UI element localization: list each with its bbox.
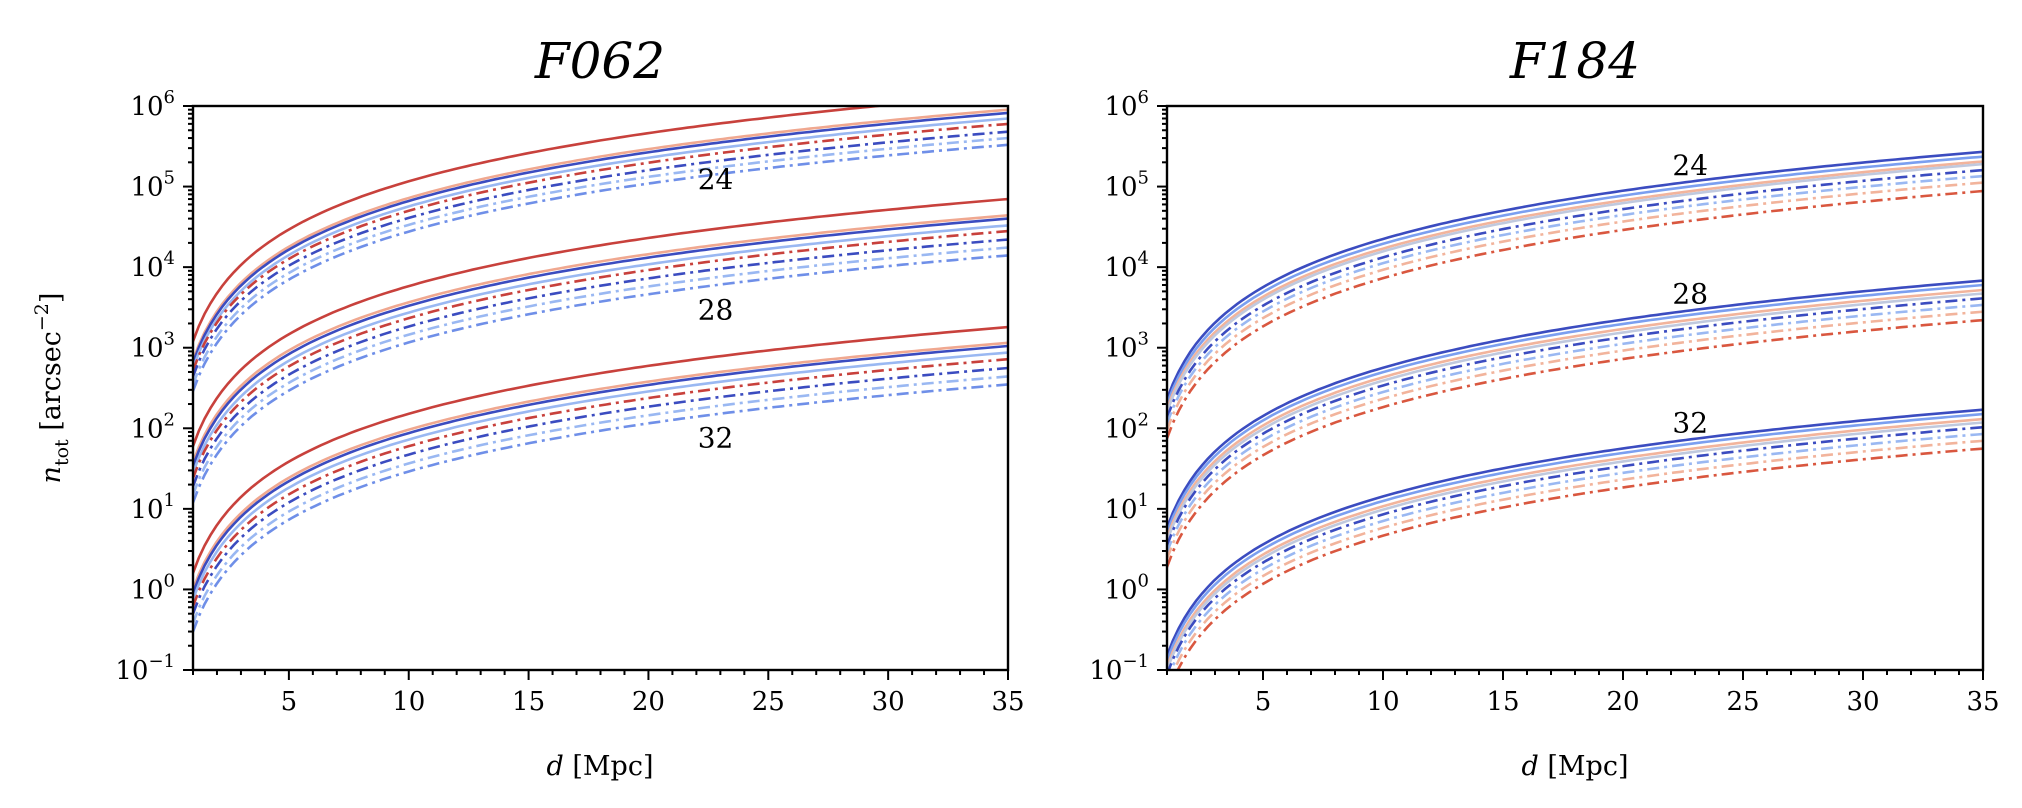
curve-group-label: 28 xyxy=(1672,277,1708,310)
panel-f062: F062 ntot [arcsec−2] d [Mpc] 5 10 15 20 25 30… xyxy=(31,32,1025,782)
y-tick-label: 103 xyxy=(1104,329,1149,364)
series-line xyxy=(193,122,1008,372)
x-tick-label: 35 xyxy=(1966,687,1999,717)
series-line xyxy=(1167,155,1983,405)
series-layer xyxy=(1167,150,1983,670)
series-line xyxy=(1167,292,1983,542)
y-tick-label: 102 xyxy=(130,409,175,444)
x-tick-label: 30 xyxy=(1846,687,1879,717)
y-tick-label: 104 xyxy=(130,248,175,283)
series-line xyxy=(1172,439,1983,670)
x-tick-label: 5 xyxy=(281,687,298,717)
series-line xyxy=(193,383,1008,633)
series-line xyxy=(1167,412,1983,662)
series-line xyxy=(193,357,1008,607)
series-line xyxy=(193,246,1008,496)
curve-label-layer: 24 28 32 xyxy=(1672,149,1708,439)
y-axis-label: ntot [arcsec−2] xyxy=(31,293,73,484)
x-tick-label: 25 xyxy=(1726,687,1759,717)
series-line xyxy=(193,111,1008,364)
x-tick-label: 25 xyxy=(752,687,785,717)
curve-group-label: 24 xyxy=(698,163,734,196)
series-line xyxy=(1167,150,1983,400)
curve-group-label: 32 xyxy=(1672,406,1708,439)
series-line xyxy=(193,130,1008,377)
y-tick-label: 103 xyxy=(130,329,175,364)
series-line xyxy=(1167,174,1983,424)
series-line xyxy=(193,341,1008,590)
series-line xyxy=(193,214,1008,463)
series-layer xyxy=(193,106,1008,633)
series-line xyxy=(1167,189,1983,439)
series-line xyxy=(193,325,1008,574)
series-line xyxy=(193,344,1008,594)
plot-frame xyxy=(1165,104,1985,672)
y-tick-label: 104 xyxy=(1104,248,1149,283)
x-tick-label: 20 xyxy=(1606,687,1639,717)
x-axis-label: d [Mpc] xyxy=(547,751,654,782)
series-line xyxy=(1167,181,1983,431)
series-line xyxy=(193,106,891,342)
series-line xyxy=(1169,432,1983,670)
series-line xyxy=(193,366,1008,615)
series-line xyxy=(193,229,1008,479)
series-line xyxy=(193,351,1008,600)
series-line xyxy=(193,197,1008,447)
y-tick-label: 106 xyxy=(130,87,175,122)
y-tick-label: 10−1 xyxy=(115,651,175,686)
series-line xyxy=(1176,447,1983,670)
panel-f184: F184 d [Mpc] 5 10 15 20 25 30 35 10−1 100 101 102 1… xyxy=(1089,32,1999,782)
series-line xyxy=(193,375,1008,624)
series-line xyxy=(1167,160,1983,410)
curve-group-label: 28 xyxy=(698,293,734,326)
x-tick-label: 10 xyxy=(392,687,425,717)
y-tick-label: 105 xyxy=(130,168,175,203)
series-line xyxy=(1167,318,1983,568)
series-line xyxy=(1167,279,1983,529)
series-line xyxy=(1167,297,1983,547)
chart-title: F184 xyxy=(1509,32,1640,90)
series-line xyxy=(1167,288,1983,539)
series-line xyxy=(1167,408,1983,657)
series-line xyxy=(1167,426,1983,670)
x-tick-label: 20 xyxy=(632,687,665,717)
y-tick-label: 100 xyxy=(1104,570,1149,605)
y-tick-label: 10−1 xyxy=(1089,651,1149,686)
curve-label-layer: 24 28 32 xyxy=(698,163,734,454)
series-line xyxy=(193,254,1008,503)
y-tick-label: 105 xyxy=(1104,168,1149,203)
series-line xyxy=(193,117,1008,369)
x-tick-label: 10 xyxy=(1366,687,1399,717)
x-tick-label: 30 xyxy=(872,687,905,717)
y-tick-label: 102 xyxy=(1104,409,1149,444)
y-tick-label: 101 xyxy=(130,490,175,525)
y-tick-label: 101 xyxy=(1104,490,1149,525)
tick-layer: 5 10 15 20 25 30 35 10−1 100 101 102 103 104 105 106 xyxy=(115,87,1024,717)
x-tick-label: 15 xyxy=(1486,687,1519,717)
x-tick-label: 35 xyxy=(991,687,1024,717)
series-line xyxy=(193,136,1008,385)
x-axis-label: d [Mpc] xyxy=(1522,751,1629,782)
series-line xyxy=(193,108,1008,361)
series-line xyxy=(193,238,1008,487)
series-line xyxy=(1167,168,1983,419)
y-tick-label: 106 xyxy=(1104,87,1149,122)
curve-group-label: 32 xyxy=(698,421,734,454)
tick-layer: 5 10 15 20 25 30 35 10−1 100 101 102 103 104 105 106 xyxy=(1089,87,1999,717)
series-line xyxy=(1167,421,1983,670)
series-line xyxy=(193,217,1008,467)
series-line xyxy=(1167,162,1983,413)
series-line xyxy=(1167,417,1983,668)
x-tick-label: 15 xyxy=(512,687,545,717)
chart-title: F062 xyxy=(534,32,665,90)
x-tick-label: 5 xyxy=(1255,687,1272,717)
series-line xyxy=(193,143,1008,392)
curve-group-label: 24 xyxy=(1672,149,1708,182)
series-line xyxy=(1167,310,1983,560)
series-line xyxy=(1167,283,1983,533)
series-line xyxy=(1167,303,1983,553)
y-tick-label: 100 xyxy=(130,570,175,605)
series-line xyxy=(193,224,1008,474)
